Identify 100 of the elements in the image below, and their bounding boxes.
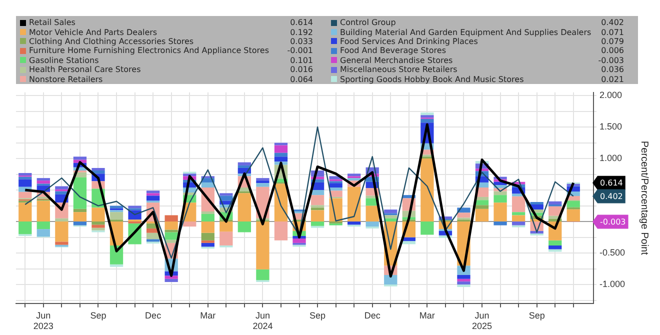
bar: [420, 115, 434, 118]
bar: [164, 222, 178, 230]
bar: [92, 168, 105, 170]
bar: [201, 232, 214, 240]
bar: [164, 232, 178, 240]
bar: [220, 222, 233, 232]
bar: [128, 206, 142, 208]
bar: [329, 183, 342, 188]
x-tick-label: Sep: [310, 310, 326, 320]
text: 0.006: [600, 46, 624, 56]
y-tick-label: 1.000: [599, 153, 622, 164]
bar: [530, 202, 544, 205]
bar: [73, 222, 87, 226]
legend-label: Motor Vehicle And Parts Dealers: [29, 28, 158, 37]
bar: [18, 179, 32, 187]
bar: [548, 206, 562, 216]
bar: [238, 162, 252, 166]
text: 0.033: [289, 36, 313, 46]
bar: [548, 201, 562, 205]
bar: [238, 222, 252, 232]
y2-tick-label: 0.402: [600, 192, 623, 201]
bar: [201, 214, 214, 222]
bar: [92, 208, 105, 222]
y-tick-label: 1.500: [599, 122, 622, 132]
bar: [566, 209, 580, 222]
legend-label: Building Material And Garden Equipment And Supplies Dealers: [340, 28, 592, 37]
bar: [310, 195, 324, 206]
bar: [548, 249, 562, 252]
bar: [402, 241, 416, 244]
bar: [420, 118, 434, 123]
text: 0.079: [600, 36, 624, 46]
bar: [457, 284, 470, 288]
bar: [348, 178, 361, 181]
bar: [201, 222, 214, 233]
bar: [292, 238, 306, 243]
bar: [201, 182, 214, 188]
bar: [18, 176, 32, 180]
x-tick-label: Sep: [528, 310, 545, 320]
bar: [238, 193, 252, 222]
bar: [494, 202, 507, 222]
x-tick-label: Jun 2023: [33, 310, 54, 332]
bar: [92, 224, 105, 228]
bar: [110, 206, 124, 208]
bar: [512, 212, 526, 216]
text: 0.021: [600, 74, 624, 84]
legend-label: Food Services And Drinking Places: [340, 36, 478, 46]
bar: [146, 196, 160, 201]
bar: [310, 208, 324, 210]
bar: [475, 205, 489, 209]
bar: [494, 191, 507, 196]
bar: [164, 215, 178, 222]
bar: [256, 269, 270, 280]
bar: [18, 222, 32, 234]
bar: [183, 174, 196, 176]
text: 0.036: [600, 65, 624, 74]
bar: [36, 200, 50, 222]
bar: [420, 158, 434, 222]
legend-label: Clothing And Clothing Accessories Stores: [29, 36, 194, 46]
bar: [146, 239, 160, 242]
bar: [256, 178, 270, 181]
bar: [274, 156, 288, 162]
legend-label: Miscellaneous Store Retailers: [340, 65, 458, 74]
x-tick-label: Mar: [419, 310, 435, 320]
bar: [348, 174, 361, 176]
bar: [110, 212, 124, 220]
bar: [548, 240, 562, 246]
bar: [512, 222, 526, 226]
bar: [164, 230, 178, 232]
text: 0.016: [289, 65, 313, 74]
legend-label: Furniture Home Furnishing Electronics And Appliance Stores: [29, 46, 270, 56]
bar: [475, 208, 489, 222]
y2-axis-title: Percent/Percentage Point: [638, 140, 650, 256]
y2-tick-label: 0.614: [600, 178, 623, 188]
bar: [310, 210, 324, 222]
bar: [183, 222, 196, 227]
text: 0.064: [289, 74, 313, 84]
bar: [457, 278, 470, 282]
y-tick-label: -0.500: [599, 247, 626, 258]
bar: [274, 145, 288, 153]
legend-label: Sporting Goods Hobby Book And Music Stores: [340, 74, 525, 84]
bar: [164, 278, 178, 282]
bar: [110, 264, 124, 267]
bar: [274, 152, 288, 157]
bar: [55, 218, 68, 222]
bar: [146, 190, 160, 194]
bar: [566, 200, 580, 208]
bar: [73, 177, 87, 209]
bar: [73, 212, 87, 222]
x-tick-label: Dec: [145, 310, 162, 320]
bar: [220, 193, 233, 196]
bar: [548, 245, 562, 250]
bar: [310, 205, 324, 208]
bar: [201, 211, 214, 214]
bar: [384, 210, 398, 214]
bar: [475, 200, 489, 206]
text: -0.003: [597, 56, 624, 65]
bar: [348, 222, 361, 225]
bar: [73, 156, 87, 160]
text: 0.071: [600, 28, 624, 37]
text: 0.192: [289, 28, 313, 37]
